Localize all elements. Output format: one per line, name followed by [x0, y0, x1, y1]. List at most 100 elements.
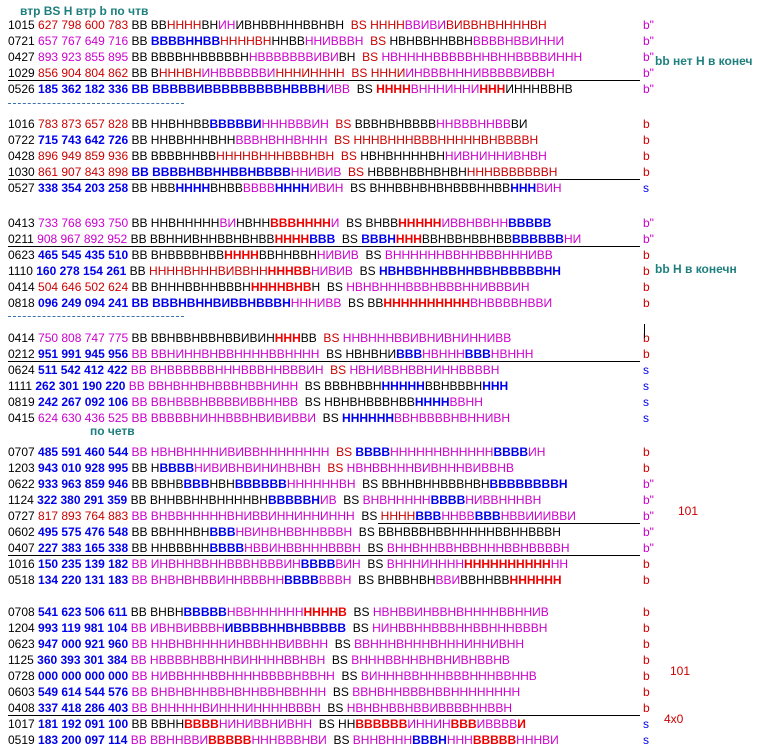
- record-segment: HBHBHBBBHBB: [320, 395, 415, 409]
- record-segment: BS: [360, 541, 384, 555]
- record-segment: BS: [319, 347, 343, 361]
- record-segment: HHH: [274, 331, 301, 345]
- record-segment: BB HBBBBHBBHHBИHHHHBBHBH: [127, 653, 326, 667]
- record-segment: HИBBHHHBH: [465, 493, 542, 507]
- record-segment: ИBBBBHHBHBBBBB: [224, 621, 347, 635]
- record-segment: HHHHBH: [220, 34, 272, 48]
- record-segment: BS: [316, 331, 340, 345]
- record-segment: HHHH: [175, 181, 211, 195]
- record-segment: 0518: [8, 573, 39, 587]
- record-segment: BB BBHBBBHBBBBИBBHHBB: [128, 395, 299, 409]
- record-segment: BBHHBHHBBBHBH: [378, 477, 490, 491]
- record-segment: BS: [326, 685, 349, 699]
- record-segment: 951 991 945 956: [38, 347, 129, 361]
- record-row: 0407 227 383 165 338 BB HHBBBHHBBBBHBBИH…: [8, 541, 570, 556]
- record-segment: 893 923 855 895: [38, 50, 129, 64]
- record-segment: 861 907 843 898: [38, 165, 129, 179]
- note-101-b: 101: [670, 664, 691, 678]
- record-segment: BB HHBBHHHBHH: [128, 133, 236, 147]
- record-segment: HHHHBHB: [250, 280, 312, 294]
- record-segment: 947 000 921 960: [38, 637, 129, 651]
- record-segment: BBBBBB: [511, 232, 564, 246]
- record-row: 0602 495 575 476 548 BB BBHHHBHBBBHBИHBH…: [8, 525, 561, 540]
- record-segment: BHBHHHHH: [359, 493, 431, 507]
- record-segment: BB BBHHИBHHBBHBHBB: [127, 232, 275, 246]
- row-mark: b": [643, 66, 654, 80]
- record-row: 0527 338 354 203 258 BB HBBHHHHBHBBBBBBH…: [8, 181, 561, 196]
- record-segment: 338 354 203 258: [38, 181, 129, 195]
- record-segment: 0415: [8, 411, 39, 425]
- row-mark: b: [643, 117, 650, 131]
- row-mark: b": [643, 82, 654, 96]
- record-segment: ИHHИH: [407, 717, 451, 731]
- record-segment: BHBBHBH: [374, 573, 436, 587]
- page-title: втр BS H втр b по чтв: [20, 4, 149, 18]
- record-segment: BB: [126, 264, 150, 278]
- record-segment: 134 220 131 183: [38, 573, 129, 587]
- row-mark: b: [643, 605, 650, 619]
- record-segment: BBBB: [430, 493, 466, 507]
- record-segment: BBB: [415, 509, 442, 523]
- record-segment: BS: [328, 637, 351, 651]
- record-row: 0427 893 923 855 895 BB BBBBHHBBBBBHHBBB…: [8, 50, 582, 65]
- record-row: 0526 185 362 182 336 BB BBBBBИBBBBBBBBBH…: [8, 82, 573, 97]
- record-segment: HBHHHHBBBBBHHBHHBBBBИHHH: [378, 50, 583, 64]
- record-row: 0819 242 267 092 106 BB BBHBBBHBBBBИBBHH…: [8, 395, 483, 410]
- record-segment: BИH: [335, 557, 368, 571]
- record-segment: HHИBBBH: [304, 34, 371, 48]
- record-segment: 549 614 544 576: [38, 685, 129, 699]
- record-segment: HHHBHHHBBBHHHHHBHBBBBH: [350, 133, 539, 147]
- record-segment: HBHBHИ: [342, 347, 397, 361]
- record-segment: HHHH: [377, 509, 416, 523]
- record-segment: HBИHBHBBHHBBBH: [235, 525, 353, 539]
- record-segment: HHHИ: [367, 66, 406, 80]
- record-segment: BS: [335, 117, 352, 131]
- record-segment: BS: [350, 181, 367, 195]
- record-segment: BИBBHBHHHHBH: [446, 18, 547, 32]
- row-underline: [8, 179, 640, 180]
- record-segment: BB HHBBBHH: [128, 541, 210, 555]
- record-segment: 0414: [8, 280, 39, 294]
- record-segment: 657 767 649 716: [38, 34, 129, 48]
- record-segment: BBBBB: [208, 733, 252, 747]
- record-row: 0727 817 893 764 883 BB BHBBHHHHHBHИBBИH…: [8, 509, 576, 524]
- note-h-end: bb H в конечн: [655, 262, 737, 276]
- record-segment: BBBBHBBИHHИ: [472, 34, 565, 48]
- row-mark: b: [643, 445, 650, 459]
- record-segment: BB HBHBHHHHИBИBBHHHHHHHH: [128, 445, 330, 459]
- row-mark: b: [643, 248, 650, 262]
- record-segment: ИH: [528, 445, 546, 459]
- record-segment: BS: [356, 82, 373, 96]
- record-segment: BBBH: [357, 232, 396, 246]
- row-mark: b: [643, 461, 650, 475]
- record-row: 0212 951 991 945 956 BB BBHИHHBHBBHHHHBB…: [8, 347, 533, 362]
- record-segment: BBB: [183, 477, 210, 491]
- record-segment: BBHBBBHBBHHHHHBBHHBBBH: [374, 525, 561, 539]
- record-segment: 817 893 764 883: [38, 509, 129, 523]
- record-segment: BB BBHИHHBHBBHHHHBBHHHH: [128, 347, 320, 361]
- record-segment: 181 192 091 100: [38, 717, 129, 731]
- row-mark: b: [643, 685, 650, 699]
- record-segment: BB H: [128, 461, 160, 475]
- record-segment: HH: [334, 717, 356, 731]
- record-segment: BHHBBHBHBHBBBHHBB: [366, 181, 511, 195]
- record-row: 1110 160 278 154 261 BB HHHHBHHHBИBBHHHH…: [8, 264, 561, 279]
- record-segment: HHH: [446, 733, 473, 747]
- record-segment: 1015: [8, 18, 39, 32]
- section-label: по четв: [90, 424, 135, 438]
- record-row: 1016 783 873 657 828 BB HHBHHBBBBBBBИHHH…: [8, 117, 527, 132]
- record-segment: ИB: [319, 493, 344, 507]
- record-segment: BBB: [464, 347, 491, 361]
- record-segment: 096 249 094 241: [38, 296, 129, 310]
- record-segment: HHHH: [274, 232, 310, 246]
- row-mark: s: [643, 717, 649, 731]
- record-segment: HHHH: [366, 18, 405, 32]
- record-segment: BBHBBBH: [424, 379, 483, 393]
- record-segment: BB BHBH: [127, 605, 184, 619]
- record-segment: HИHИBBHИBHH: [218, 717, 313, 731]
- record-segment: HHHH: [372, 82, 411, 96]
- row-mark: s: [643, 379, 649, 393]
- record-segment: BBBHBBH: [320, 379, 382, 393]
- record-segment: BB BBBBHBBHHBBHBBBB: [128, 165, 291, 179]
- record-row: 1016 150 235 139 182 BB ИHBHHBBHHBBBHBBB…: [8, 557, 568, 572]
